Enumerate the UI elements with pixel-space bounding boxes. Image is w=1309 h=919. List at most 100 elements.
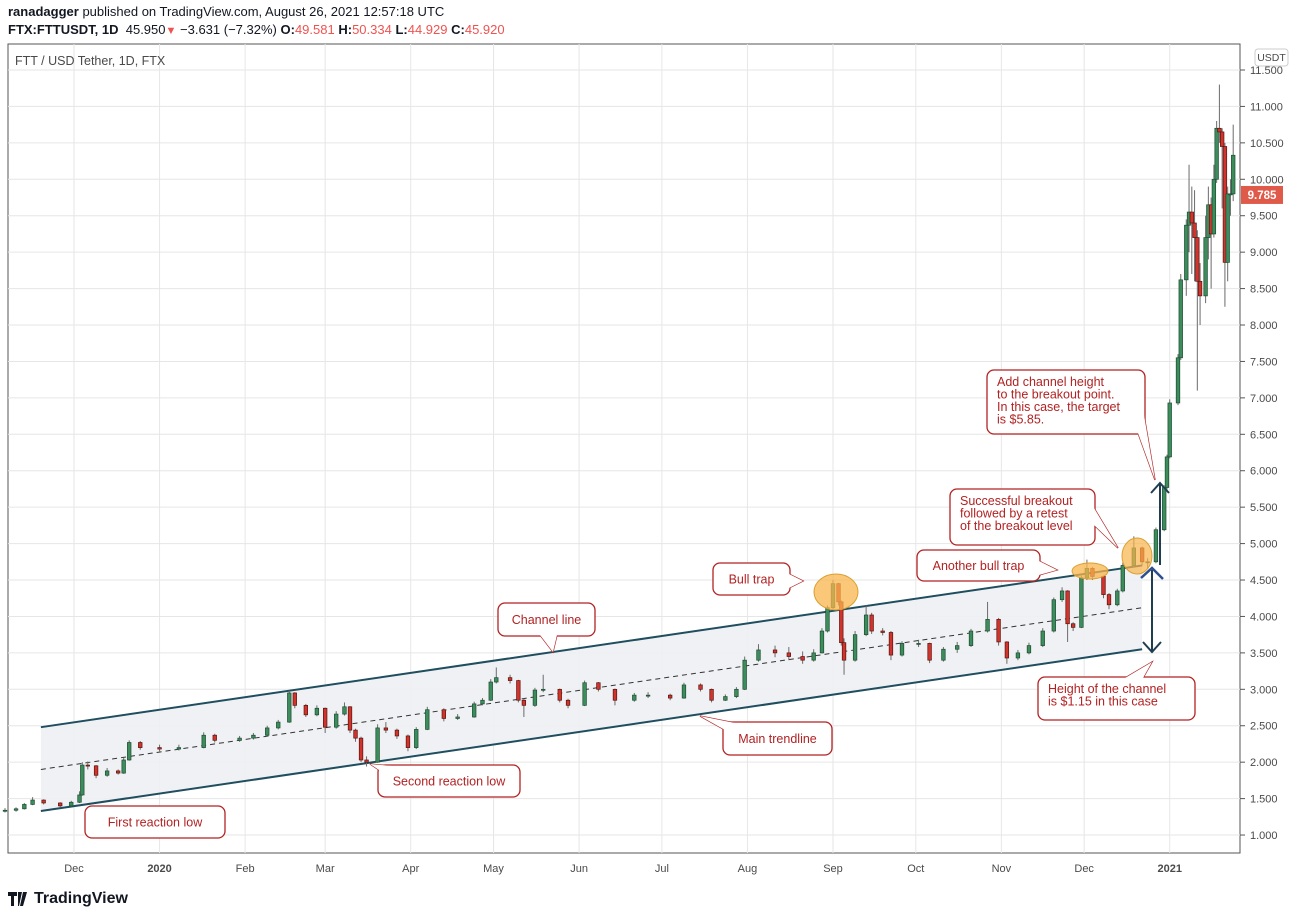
candle-body-up xyxy=(494,677,499,683)
channel-upper-line[interactable] xyxy=(40,564,1143,729)
author[interactable]: ranadagger xyxy=(8,4,79,19)
candle xyxy=(1178,274,1183,360)
candle xyxy=(303,703,308,717)
chart-title: FTT / USD Tether, 1D, FTX xyxy=(15,54,166,68)
candle xyxy=(1225,186,1230,282)
candle xyxy=(441,708,446,722)
channel-lower-line[interactable] xyxy=(40,648,1143,812)
another-bull-trap-callout[interactable]: Another bull trap xyxy=(916,549,1059,582)
candle xyxy=(121,757,126,774)
x-tick-label: Mar xyxy=(316,863,335,875)
candle xyxy=(723,694,728,701)
candle-body-down xyxy=(927,643,932,661)
x-tick-label: Dec xyxy=(1074,863,1094,875)
high-label: H: xyxy=(338,22,353,37)
candle xyxy=(1197,263,1203,326)
candle-body-down xyxy=(1195,237,1200,282)
candle-body-up xyxy=(314,707,320,716)
candle xyxy=(455,714,460,720)
symbol-info: FTX:FTTUSDT, 1D 45.950▼ −3.631 (−7.32%) … xyxy=(8,22,505,37)
candle xyxy=(1106,593,1112,610)
y-tick-label: 1.000 xyxy=(1250,830,1278,842)
down-triangle-icon: ▼ xyxy=(165,25,177,37)
candle-body-up xyxy=(480,699,485,705)
x-tick-label: May xyxy=(483,863,504,875)
candle xyxy=(927,642,932,664)
y-tick-label: 7.000 xyxy=(1250,393,1278,405)
candle xyxy=(1026,642,1032,655)
candle-body-down xyxy=(1220,131,1225,147)
candle xyxy=(1004,641,1010,664)
x-tick-label: Aug xyxy=(738,863,758,875)
tradingview-logo-icon xyxy=(8,892,27,906)
candle-body-down xyxy=(507,677,513,681)
channel-middle-line[interactable] xyxy=(40,607,1143,770)
target-callout[interactable]: Add channel height to the breakout point.… xyxy=(986,369,1156,481)
candle xyxy=(955,641,960,653)
candle-body-up xyxy=(425,709,430,730)
callout-line: followed by a retest xyxy=(960,507,1068,521)
currency-badge xyxy=(1254,48,1289,67)
x-tick-label: Apr xyxy=(402,863,419,875)
y-tick-label: 9.000 xyxy=(1250,247,1278,259)
candle xyxy=(30,797,35,806)
candle-body-up xyxy=(1211,178,1217,235)
bull-trap-callout[interactable]: Bull trap xyxy=(712,562,805,596)
candle-body-up xyxy=(1231,154,1236,195)
candle-body-up xyxy=(1115,590,1120,606)
target-up-arrow xyxy=(1150,481,1170,565)
candle xyxy=(1195,230,1200,391)
candle-body-down xyxy=(557,688,562,701)
candle xyxy=(1220,128,1225,209)
candle-body-down xyxy=(1192,222,1197,238)
candle-body-down xyxy=(521,699,527,706)
breakout-callout[interactable]: Successful breakout followed by a retest o… xyxy=(949,488,1119,549)
candle-body-down xyxy=(323,707,328,728)
candle xyxy=(394,728,400,739)
published-text: published on TradingView.com, August 26,… xyxy=(82,4,445,19)
second-reaction-low-callout[interactable]: Second reaction low xyxy=(369,763,521,798)
annotation-marks xyxy=(813,481,1170,654)
candle-body-up xyxy=(899,643,905,656)
y-tick-label: 5.500 xyxy=(1250,502,1278,514)
candle xyxy=(353,728,358,742)
candle xyxy=(1162,485,1167,532)
main-trendline-callout[interactable]: Main trendline xyxy=(699,715,833,756)
channel-line-callout[interactable]: Channel line xyxy=(497,602,596,654)
tradingview-logo[interactable]: TradingView xyxy=(8,890,128,908)
candle-body-up xyxy=(1079,577,1084,628)
first-reaction-low-callout[interactable]: First reaction low xyxy=(84,805,226,839)
candle-body-up xyxy=(532,689,538,706)
x-tick-label: Feb xyxy=(236,863,255,875)
price-chart[interactable]: 1.000 1.500 2.000 2.500 3.000 3.500 4.000 4.500… xyxy=(0,0,1309,885)
candle xyxy=(1203,215,1208,304)
candle-body-up xyxy=(1051,599,1056,632)
candle xyxy=(2,808,8,813)
y-tick-label: 9.500 xyxy=(1250,211,1278,223)
candle-body-up xyxy=(334,713,339,728)
candle-body-down xyxy=(116,770,121,774)
candle xyxy=(852,631,858,662)
candle-body-down xyxy=(157,747,162,750)
logo-text: TradingView xyxy=(34,890,128,907)
channel-height-callout[interactable]: Height of the channel is $1.15 in this ca… xyxy=(1037,660,1196,721)
candle xyxy=(1167,399,1172,459)
candle xyxy=(841,638,847,675)
candle-body-up xyxy=(916,643,921,645)
candle-body-down xyxy=(612,688,618,701)
candle xyxy=(488,679,493,701)
candle-body-down xyxy=(212,734,217,741)
x-tick-label: Dec xyxy=(64,863,84,875)
candle xyxy=(127,740,132,761)
candle-body-down xyxy=(516,680,521,701)
callout-line: to the breakout point. xyxy=(997,388,1114,402)
another-bull-trap-highlight xyxy=(1071,562,1109,580)
candle xyxy=(916,639,921,648)
candle-body-up xyxy=(1203,237,1208,297)
candle xyxy=(888,631,894,661)
candle-body-up xyxy=(1164,456,1170,488)
second-reaction-low-callout-text: Second reaction low xyxy=(393,775,507,789)
time-axis[interactable]: Dec 2020 Feb Mar Apr May Jun Jul Aug Sep Oct Nov Dec… xyxy=(64,863,1182,875)
price-axis[interactable]: 1.000 1.500 2.000 2.500 3.000 3.500 4.000 4.500… xyxy=(1240,65,1284,842)
candle xyxy=(375,724,380,763)
